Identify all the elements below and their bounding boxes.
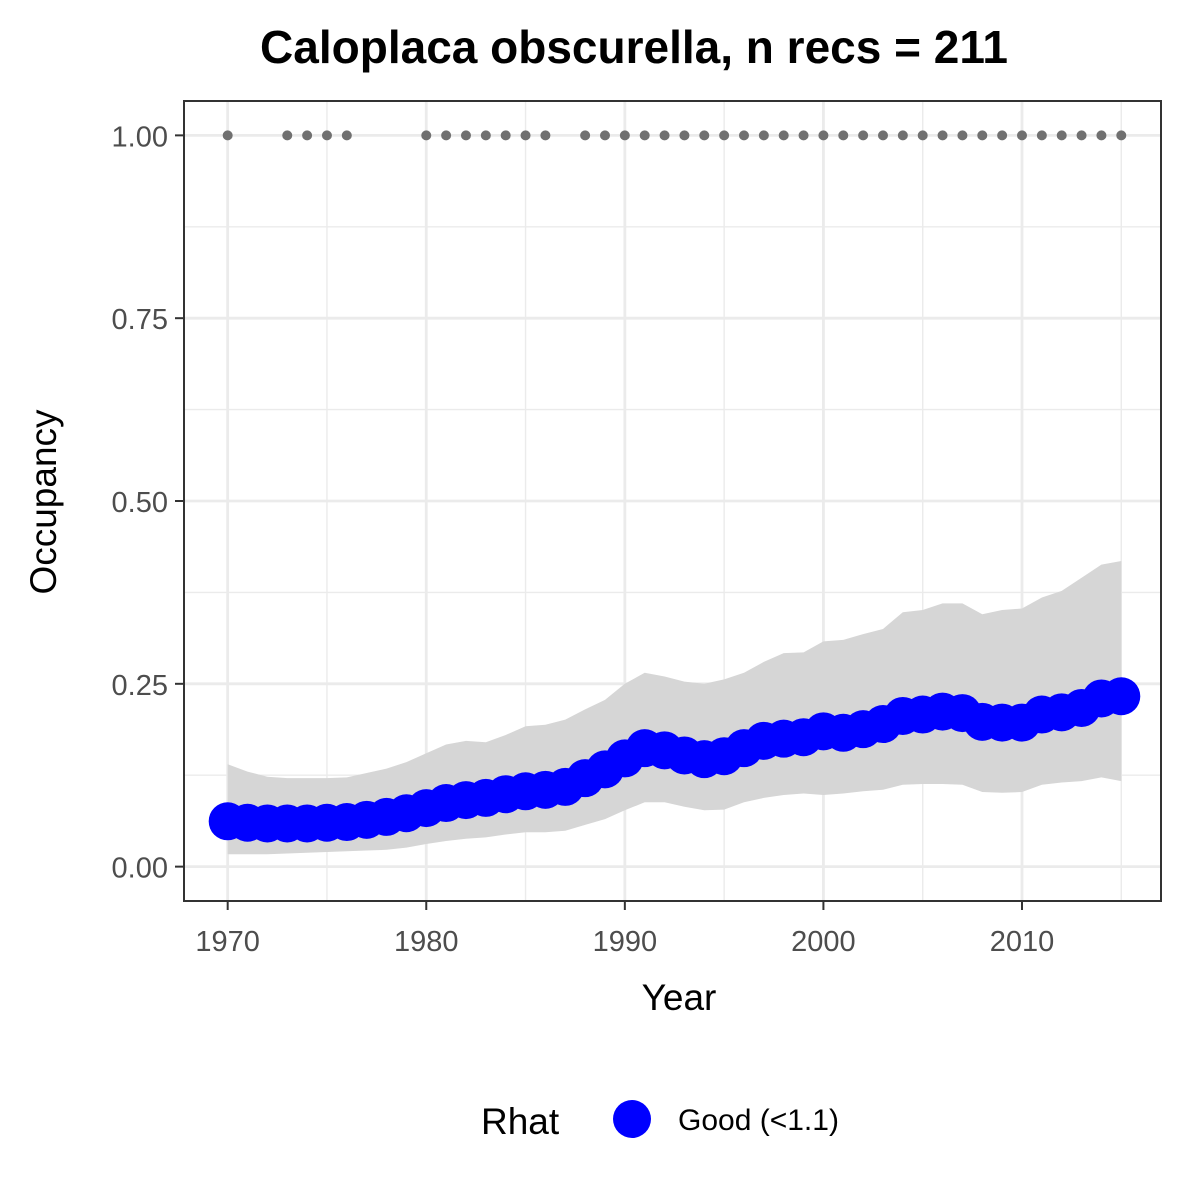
x-axis-title: Year	[642, 977, 717, 1018]
record-point	[1056, 130, 1067, 141]
record-point	[917, 130, 928, 141]
x-tick-label: 1990	[593, 926, 658, 958]
record-point	[858, 130, 869, 141]
record-point	[897, 130, 908, 141]
record-point	[738, 130, 749, 141]
record-point	[1076, 130, 1087, 141]
legend-label-good: Good (<1.1)	[678, 1104, 839, 1137]
record-point	[877, 130, 888, 141]
record-point	[341, 130, 352, 141]
record-point	[659, 130, 670, 141]
record-point	[599, 130, 610, 141]
record-point	[580, 130, 591, 141]
record-point	[758, 130, 769, 141]
credible-interval-ribbon	[227, 561, 1122, 855]
y-tick-label: 0.75	[112, 304, 168, 336]
occupancy-series	[208, 677, 1141, 843]
y-tick-label: 0.50	[112, 487, 168, 519]
y-tick-label: 1.00	[112, 121, 168, 153]
legend-title: Rhat	[481, 1101, 560, 1142]
record-point	[937, 130, 948, 141]
x-tick-label: 2000	[791, 926, 856, 958]
record-point	[798, 130, 809, 141]
legend-key-good	[613, 1100, 651, 1138]
record-point	[818, 130, 829, 141]
y-tick-label: 0.25	[112, 670, 168, 702]
record-point	[302, 130, 313, 141]
record-point	[977, 130, 988, 141]
axes: 0.00 0.25 0.50 0.75 1.00 1970 1980 1990 2000 2010	[112, 121, 1055, 958]
record-point	[321, 130, 332, 141]
occupancy-point	[1102, 677, 1141, 716]
record-point	[679, 130, 690, 141]
record-point	[1116, 130, 1127, 141]
record-point	[282, 130, 293, 141]
record-point	[500, 130, 511, 141]
record-point	[699, 130, 710, 141]
record-point	[441, 130, 452, 141]
legend: Rhat Good (<1.1)	[481, 1100, 839, 1142]
x-tick-label: 2010	[990, 926, 1055, 958]
record-point	[997, 130, 1008, 141]
record-point	[421, 130, 432, 141]
x-tick-label: 1980	[394, 926, 459, 958]
y-tick-label: 0.00	[112, 853, 168, 885]
record-point	[838, 130, 849, 141]
record-point	[520, 130, 531, 141]
record-point	[639, 130, 650, 141]
record-point	[1016, 130, 1027, 141]
record-point	[957, 130, 968, 141]
record-point	[778, 130, 789, 141]
record-point	[1096, 130, 1107, 141]
record-point	[540, 130, 551, 141]
record-points	[222, 130, 1127, 141]
record-point	[619, 130, 630, 141]
record-point	[1036, 130, 1047, 141]
record-point	[719, 130, 730, 141]
record-point	[222, 130, 233, 141]
y-axis-title: Occupancy	[23, 409, 64, 595]
chart-title: Caloplaca obscurella, n recs = 211	[260, 21, 1008, 73]
x-tick-label: 1970	[195, 926, 260, 958]
record-point	[460, 130, 471, 141]
record-point	[480, 130, 491, 141]
